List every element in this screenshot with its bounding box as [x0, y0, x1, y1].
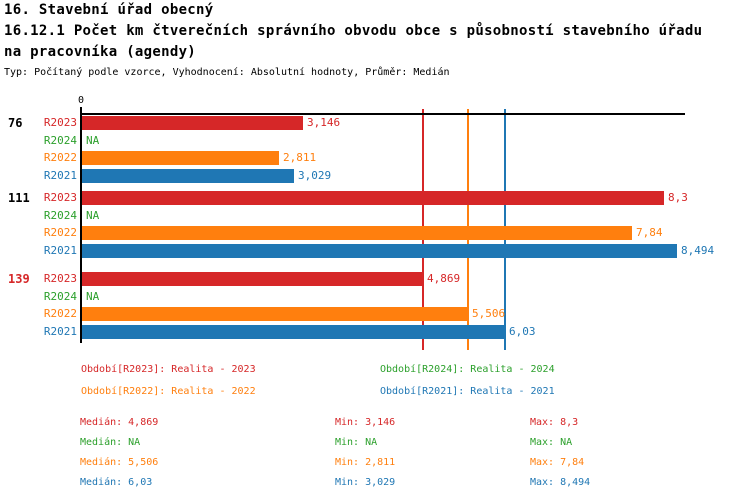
- bar-value-label: 5,506: [472, 307, 506, 320]
- bar-value-label: 8,3: [668, 191, 688, 204]
- chart-subtitle: Typ: Počítaný podle vzorce, Vyhodnocení:…: [4, 67, 450, 78]
- row-label-r2021: R2021: [43, 168, 77, 182]
- axis-zero-label: 0: [77, 95, 85, 106]
- stat-min-r2022: Min: 2,811: [335, 457, 396, 468]
- bar-value-label: 2,811: [283, 151, 317, 164]
- row-label-r2022: R2022: [43, 226, 77, 239]
- report-section-title: 16. Stavební úřad obecný: [4, 2, 214, 18]
- bar-r2021: [82, 168, 294, 183]
- stat-median-r2021: Medián: 6,03: [80, 477, 153, 488]
- bar-value-label: 6,03: [509, 324, 536, 338]
- group-label-139: 139: [8, 272, 30, 286]
- bar-r2021: [82, 243, 677, 258]
- stat-max-r2023: Max: 8,3: [530, 417, 579, 428]
- na-label: NA: [86, 133, 100, 147]
- chart-title-line2: na pracovníka (agendy): [4, 44, 197, 60]
- row-label-r2024: R2024: [43, 289, 77, 303]
- legend-item-r2024: Období[R2024]: Realita - 2024: [380, 364, 555, 375]
- bar-r2023: [82, 191, 664, 205]
- row-label-r2023: R2023: [43, 272, 77, 285]
- row-label-r2023: R2023: [43, 116, 77, 129]
- row-label-r2024: R2024: [43, 208, 77, 222]
- bar-value-label: 3,146: [307, 116, 341, 129]
- bar-r2023: [82, 272, 423, 286]
- bar-value-label: 4,869: [427, 272, 461, 285]
- row-label-r2021: R2021: [43, 243, 77, 257]
- row-label-r2024: R2024: [43, 133, 77, 147]
- row-label-r2022: R2022: [43, 307, 77, 320]
- stat-max-r2021: Max: 8,494: [530, 477, 591, 488]
- stat-max-r2022: Max: 7,84: [530, 457, 585, 468]
- na-label: NA: [86, 208, 100, 222]
- na-label: NA: [86, 289, 100, 303]
- legend-item-r2022: Období[R2022]: Realita - 2022: [81, 386, 256, 397]
- stat-median-r2022: Medián: 5,506: [80, 457, 159, 468]
- stat-median-r2024: Medián: NA: [80, 437, 141, 448]
- stat-min-r2024: Min: NA: [335, 437, 378, 448]
- axis-top-line: [80, 113, 685, 115]
- bar-value-label: 3,029: [298, 168, 332, 182]
- row-label-r2021: R2021: [43, 324, 77, 338]
- group-label-111: 111: [8, 191, 30, 205]
- stat-median-r2023: Medián: 4,869: [80, 417, 159, 428]
- stat-min-r2021: Min: 3,029: [335, 477, 396, 488]
- bar-r2022: [82, 151, 279, 165]
- bar-r2021: [82, 324, 505, 339]
- stat-max-r2024: Max: NA: [530, 437, 573, 448]
- bar-r2023: [82, 116, 303, 130]
- legend-item-r2023: Období[R2023]: Realita - 2023: [81, 364, 256, 375]
- bar-value-label: 8,494: [681, 243, 715, 257]
- axis-vertical-line: [80, 107, 82, 343]
- chart-title-line1: 16.12.1 Počet km čtverečních správního o…: [4, 23, 703, 39]
- row-label-r2022: R2022: [43, 151, 77, 164]
- group-label-76: 76: [8, 116, 23, 130]
- row-label-r2023: R2023: [43, 191, 77, 204]
- bar-r2022: [82, 307, 468, 321]
- bar-value-label: 7,84: [636, 226, 663, 239]
- legend-item-r2021: Období[R2021]: Realita - 2021: [380, 386, 555, 397]
- bar-r2022: [82, 226, 632, 240]
- stat-min-r2023: Min: 3,146: [335, 417, 396, 428]
